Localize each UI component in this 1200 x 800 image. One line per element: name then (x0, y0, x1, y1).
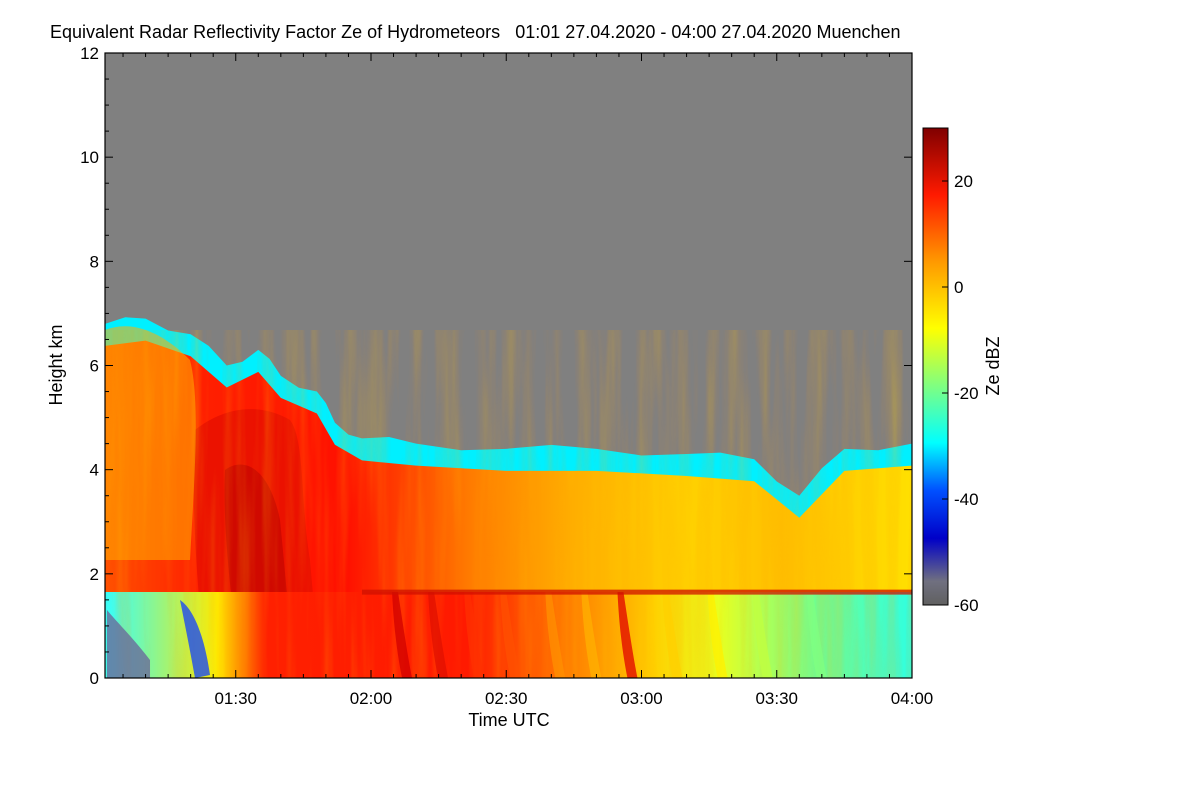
fall-streak-3 (500, 592, 521, 678)
fall-streak-10 (806, 592, 827, 678)
x-tick-label: 01:30 (214, 689, 257, 708)
location-text: Muenchen (816, 22, 901, 42)
fall-streak-6 (617, 592, 638, 678)
y-tick-label: 2 (90, 565, 99, 584)
y-tick-label: 6 (90, 357, 99, 376)
low-blue-patch (180, 600, 210, 678)
fall-streak-8 (707, 592, 728, 678)
y-tick-label: 0 (90, 669, 99, 688)
time-range-text: 01:01 27.04.2020 - 04:00 27.04.2020 (515, 22, 812, 42)
y-tick-label: 10 (80, 148, 99, 167)
colorbar-tick-label: -20 (954, 384, 979, 403)
colorbar-label: Ze dBZ (983, 336, 1003, 395)
fall-streak-7 (662, 592, 683, 678)
x-tick-label: 04:00 (891, 689, 934, 708)
fall-streaks (392, 592, 827, 678)
colorbar-tick-label: -60 (954, 596, 979, 615)
chart-title: Equivalent Radar Reflectivity Factor Ze … (50, 22, 901, 43)
y-axis-label: Height km (46, 324, 66, 405)
x-axis-label: Time UTC (468, 710, 549, 730)
fall-streak-4 (545, 592, 566, 678)
x-tick-label: 03:30 (755, 689, 798, 708)
x-tick-label: 02:00 (350, 689, 393, 708)
x-tick-label: 03:00 (620, 689, 663, 708)
fall-streak-2 (464, 592, 485, 678)
fall-streak-1 (428, 592, 449, 678)
fall-streak-5 (581, 592, 602, 678)
title-text: Equivalent Radar Reflectivity Factor Ze … (50, 22, 501, 42)
colorbar-tick-label: 0 (954, 278, 963, 297)
y-tick-label: 8 (90, 252, 99, 271)
y-axis: 0 2 4 6 8 10 12 (80, 44, 912, 688)
colorbar-tick-label: 20 (954, 172, 973, 191)
y-tick-label: 12 (80, 44, 99, 63)
colorbar (922, 127, 949, 606)
low-clear-patch (107, 610, 150, 678)
fall-streak-9 (752, 592, 773, 678)
colorbar-ticks: 20 0 -20 -40 -60 (942, 172, 979, 615)
fall-streak-0 (392, 592, 413, 678)
x-tick-label: 02:30 (485, 689, 528, 708)
y-tick-label: 4 (90, 461, 99, 480)
x-axis: 01:30 02:00 02:30 03:00 03:30 04:00 (122, 53, 934, 708)
colorbar-tick-label: -40 (954, 490, 979, 509)
